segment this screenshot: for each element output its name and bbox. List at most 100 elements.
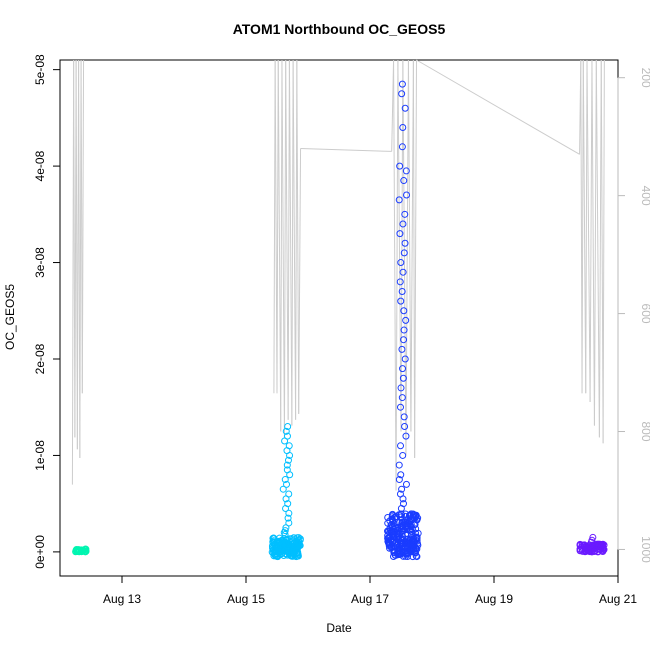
data-point [402,316,410,324]
data-point [277,541,285,549]
data-point [400,249,408,257]
data-point [399,527,407,535]
data-point [399,374,407,382]
data-point [293,538,301,546]
data-point [396,230,404,238]
altitude-trace-segment [405,59,409,456]
y-tick-label: 1e-08 [33,440,47,471]
altitude-trace-segment [582,59,587,394]
data-point [284,456,292,464]
altitude-trace-segment [285,59,289,420]
altitude-trace-segment [300,147,392,152]
data-point [401,210,409,218]
altitude-trace-segment [595,59,600,438]
data-point [399,495,407,503]
y2-tick-label: 800 [639,422,650,442]
data-point [286,471,294,479]
data-point [402,167,410,175]
x-tick-label: Aug 19 [475,592,513,606]
data-point [288,548,296,556]
data-point [294,552,302,560]
data-point [576,541,584,549]
data-point [390,533,398,541]
data-point [395,527,403,535]
data-point [296,536,304,544]
data-point [401,518,409,526]
altitude-trace-segment [277,59,282,432]
data-point [402,552,410,560]
altitude-trace-segment [598,59,602,438]
altitude-trace-segment [273,59,276,394]
data-point [282,495,290,503]
y-tick-label: 0e+00 [33,535,47,569]
data-point [395,196,403,204]
data-point [399,451,407,459]
data-point [403,191,411,199]
altitude-trace-segment [581,59,584,394]
altitude-trace-segment [400,59,404,432]
altitude-trace-segment [292,59,297,420]
data-point [398,90,406,98]
data-point [399,220,407,228]
altitude-trace-segment [283,59,287,438]
data-point [395,476,403,484]
altitude-trace-segment [288,59,293,426]
data-point [403,516,411,524]
y2-tick-label: 400 [639,186,650,206]
data-point [408,528,416,536]
data-point [291,542,299,550]
data-point [283,480,291,488]
data-point [410,545,418,553]
data-point [398,143,406,151]
data-point [589,533,597,541]
data-point [400,326,408,334]
altitude-trace [71,59,605,491]
altitude-trace-segment [280,59,283,432]
data-point [396,534,404,542]
altitude-trace-segment [393,59,397,491]
data-point [402,432,410,440]
data-point [386,528,394,536]
y-tick-label: 5e-08 [33,54,47,85]
altitude-trace-segment [395,59,399,491]
data-point [398,536,406,544]
data-point [398,287,406,295]
altitude-trace-segment [295,59,298,420]
altitude-trace-segment [274,59,278,394]
altitude-trace-segment [407,59,412,432]
data-point [401,423,409,430]
data-point [397,384,405,392]
data-point [395,461,403,469]
y-tick-label: 2e-08 [33,343,47,374]
data-point [282,427,290,435]
data-point [397,259,405,267]
data-point [282,504,290,512]
y-tick-label: 3e-08 [33,247,47,278]
altitude-trace-segment [402,59,407,456]
altitude-trace-segment [281,59,285,438]
data-point [406,536,414,544]
altitude-trace-segment [298,148,302,414]
data-point [286,451,294,459]
altitude-trace-segment [593,59,597,426]
altitude-trace-segment [276,59,279,394]
data-point [398,485,406,493]
data-point [400,177,408,185]
data-point [285,509,293,517]
y-tick-label: 4e-08 [33,150,47,181]
altitude-trace-segment [589,59,593,403]
data-point [76,547,84,555]
data-point [284,423,292,430]
data-point [411,520,419,528]
data-point [587,538,595,546]
data-points [72,80,608,561]
data-point [398,394,406,402]
y2-tick-label: 1000 [639,536,650,563]
altitude-trace-segment [287,59,290,420]
data-point [399,124,407,132]
data-point [281,437,289,445]
data-point [401,104,409,112]
data-point [397,471,405,479]
